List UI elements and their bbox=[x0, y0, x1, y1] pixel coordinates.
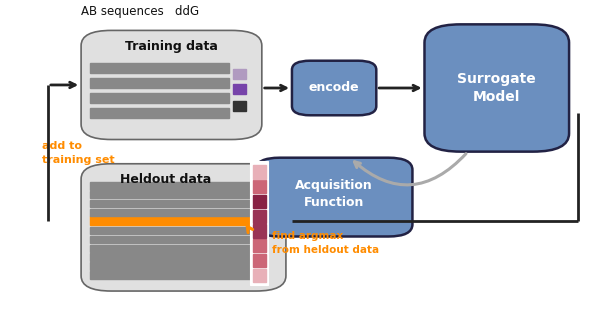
Bar bbox=[90, 93, 229, 103]
Text: AB sequences   ddG: AB sequences ddG bbox=[81, 5, 199, 18]
Bar bbox=[90, 78, 229, 88]
Text: add to
training set: add to training set bbox=[42, 141, 114, 165]
Bar bbox=[253, 218, 265, 225]
Bar bbox=[90, 200, 250, 207]
Bar bbox=[250, 161, 269, 285]
Bar bbox=[253, 209, 265, 216]
Text: Surrogate
Model: Surrogate Model bbox=[457, 72, 536, 104]
Bar bbox=[253, 180, 266, 193]
Bar bbox=[90, 63, 229, 73]
Bar bbox=[253, 263, 265, 270]
Bar bbox=[253, 254, 266, 267]
FancyBboxPatch shape bbox=[256, 158, 412, 236]
FancyBboxPatch shape bbox=[292, 61, 376, 115]
Bar bbox=[90, 236, 250, 243]
Bar bbox=[253, 195, 266, 208]
Bar bbox=[253, 165, 266, 178]
Bar bbox=[90, 216, 250, 225]
Bar bbox=[253, 272, 265, 279]
Bar bbox=[90, 271, 250, 279]
Bar bbox=[253, 224, 266, 238]
Bar bbox=[90, 227, 250, 234]
Bar bbox=[253, 245, 265, 252]
Bar bbox=[253, 191, 265, 198]
Bar bbox=[90, 108, 229, 118]
Bar bbox=[233, 84, 246, 94]
Bar bbox=[90, 182, 250, 189]
Text: Heldout data: Heldout data bbox=[120, 173, 211, 186]
Bar bbox=[253, 210, 266, 223]
Text: Training data: Training data bbox=[125, 40, 218, 52]
Bar bbox=[253, 269, 266, 282]
Bar bbox=[253, 239, 266, 252]
Bar bbox=[90, 245, 250, 252]
FancyBboxPatch shape bbox=[424, 24, 569, 152]
Bar bbox=[253, 254, 265, 261]
Bar bbox=[90, 262, 250, 270]
Bar bbox=[233, 101, 246, 111]
Bar bbox=[233, 69, 246, 79]
Text: find argmax
from heldout data: find argmax from heldout data bbox=[272, 231, 379, 255]
Bar bbox=[253, 227, 265, 234]
Bar bbox=[253, 200, 265, 207]
Text: encode: encode bbox=[309, 81, 359, 95]
Bar bbox=[90, 191, 250, 198]
FancyBboxPatch shape bbox=[81, 30, 262, 139]
Text: Acquisition
Function: Acquisition Function bbox=[295, 179, 373, 209]
Bar bbox=[90, 253, 250, 261]
Bar bbox=[253, 236, 265, 243]
Bar bbox=[90, 209, 250, 216]
FancyBboxPatch shape bbox=[81, 164, 286, 291]
